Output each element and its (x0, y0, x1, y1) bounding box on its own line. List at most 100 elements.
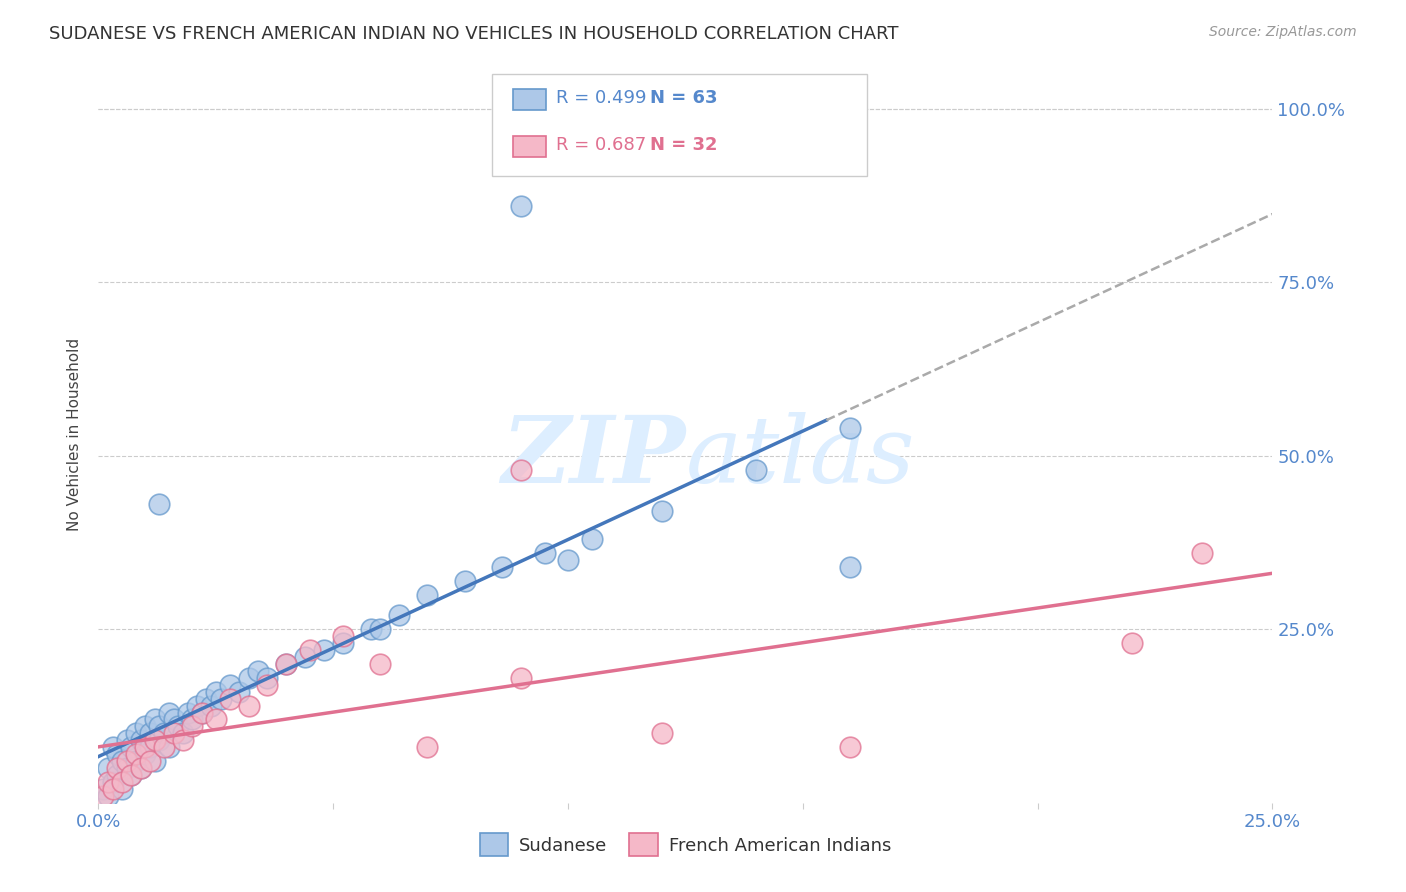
Point (115, 733, 138, 747)
Point (1191, 546, 1213, 560)
Point (533, 546, 555, 560)
Text: N = 32: N = 32 (650, 136, 717, 154)
Point (581, 532, 603, 546)
Point (129, 733, 152, 747)
Point (205, 684, 228, 698)
Point (134, 740, 156, 755)
Point (125, 747, 148, 762)
Point (256, 678, 278, 692)
Point (190, 706, 212, 720)
Point (129, 761, 152, 775)
Point (139, 726, 162, 740)
Point (162, 726, 184, 740)
Point (276, 657, 298, 671)
Point (651, 504, 673, 518)
Legend: Sudanese, French American Indians: Sudanese, French American Indians (472, 826, 898, 863)
Point (298, 643, 321, 657)
Point (200, 698, 222, 713)
Point (139, 740, 162, 755)
Point (105, 747, 128, 762)
Point (125, 726, 148, 740)
Point (247, 664, 270, 678)
Point (745, 462, 768, 476)
Point (238, 671, 260, 685)
Point (181, 719, 204, 733)
Point (172, 726, 194, 740)
Point (176, 706, 198, 720)
Point (105, 768, 128, 782)
Point (360, 622, 382, 636)
Point (1121, 636, 1143, 650)
Point (388, 608, 411, 623)
Point (368, 622, 391, 636)
Point (491, 559, 513, 574)
Point (111, 775, 134, 789)
Point (143, 754, 166, 768)
Point (91, 781, 114, 796)
Point (238, 698, 260, 713)
Point (838, 740, 860, 755)
Point (190, 706, 212, 720)
FancyBboxPatch shape (492, 74, 868, 176)
Point (139, 754, 162, 768)
Point (101, 740, 124, 755)
Point (111, 754, 134, 768)
Point (332, 629, 354, 643)
Point (143, 713, 166, 727)
Point (101, 775, 124, 789)
Point (172, 733, 194, 747)
Point (228, 684, 250, 698)
Point (162, 713, 184, 727)
Point (332, 636, 354, 650)
Point (209, 691, 232, 706)
Point (368, 657, 391, 671)
Point (219, 678, 242, 692)
Point (276, 657, 298, 671)
Point (454, 574, 477, 588)
Point (256, 671, 278, 685)
Point (111, 781, 134, 796)
Text: Source: ZipAtlas.com: Source: ZipAtlas.com (1209, 25, 1357, 39)
Point (181, 713, 204, 727)
Point (115, 754, 138, 768)
Point (120, 768, 142, 782)
Point (148, 719, 170, 733)
Point (134, 719, 156, 733)
Point (91, 789, 114, 803)
Text: R = 0.687: R = 0.687 (557, 136, 647, 154)
Point (153, 740, 176, 755)
Point (134, 747, 156, 762)
Point (125, 754, 148, 768)
Point (557, 553, 579, 567)
Point (186, 698, 208, 713)
Point (97, 775, 120, 789)
Y-axis label: No Vehicles in Household: No Vehicles in Household (67, 338, 83, 532)
Point (510, 462, 533, 476)
Point (115, 761, 138, 775)
Point (153, 726, 176, 740)
Point (510, 199, 533, 213)
Point (129, 761, 152, 775)
Text: N = 63: N = 63 (650, 89, 717, 107)
Point (651, 726, 673, 740)
FancyBboxPatch shape (513, 136, 546, 157)
Text: atlas: atlas (686, 412, 915, 502)
Point (105, 761, 128, 775)
Point (148, 497, 170, 511)
Text: R = 0.499: R = 0.499 (557, 89, 647, 107)
Text: SUDANESE VS FRENCH AMERICAN INDIAN NO VEHICLES IN HOUSEHOLD CORRELATION CHART: SUDANESE VS FRENCH AMERICAN INDIAN NO VE… (49, 25, 898, 43)
Point (416, 588, 439, 602)
Point (510, 671, 533, 685)
Text: ZIP: ZIP (501, 412, 686, 502)
Point (101, 781, 124, 796)
Point (312, 643, 335, 657)
Point (143, 733, 166, 747)
Point (195, 691, 218, 706)
Point (167, 719, 190, 733)
Point (157, 706, 180, 720)
Point (120, 768, 142, 782)
Point (148, 733, 170, 747)
Point (97, 761, 120, 775)
Point (157, 740, 180, 755)
Point (416, 740, 439, 755)
